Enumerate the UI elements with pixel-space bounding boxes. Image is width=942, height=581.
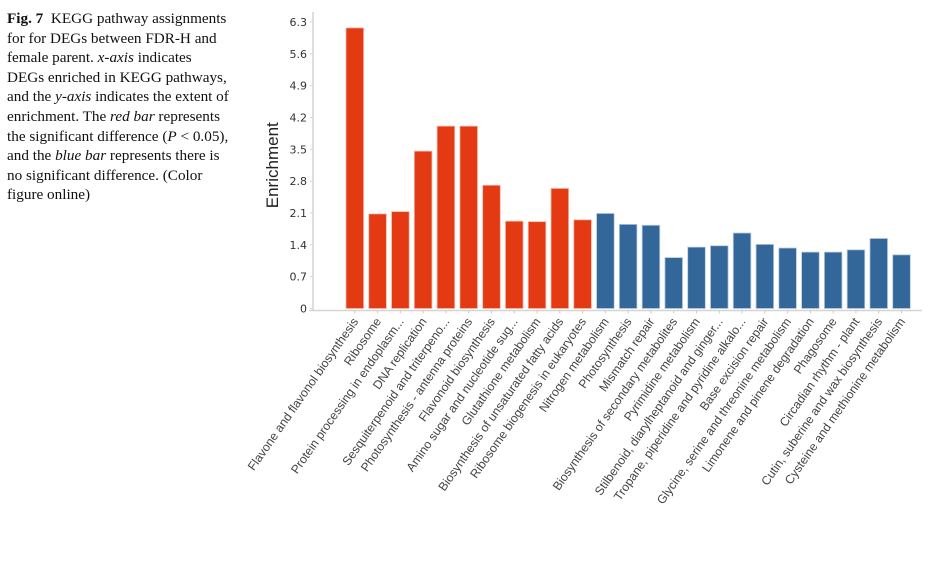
bar-not-significant: [846, 249, 866, 309]
caption-text-4: represents the significant difference (: [7, 107, 220, 145]
y-tick-label: 2.8: [290, 175, 308, 188]
bar-not-significant: [755, 243, 775, 309]
y-tick-label: 2.1: [290, 207, 308, 220]
bar-significant: [368, 213, 387, 309]
y-tick-label: 1.4: [290, 239, 308, 252]
bar-significant: [459, 125, 478, 309]
y-tick-label: 4.2: [290, 112, 308, 125]
bar-not-significant: [618, 223, 638, 309]
bar-significant: [345, 27, 365, 309]
caption-y-axis-term: y-axis: [55, 88, 92, 106]
bar-not-significant: [641, 224, 661, 309]
caption-text-3: indicates the extent of enrichment. The: [7, 88, 229, 125]
figure-label: Fig. 7: [7, 10, 44, 27]
y-tick-label: 5.6: [290, 48, 308, 61]
figure-caption: Fig. 7 KEGG pathway assignments for for …: [7, 9, 229, 205]
caption-text-1: KEGG pathway assignments for for DEGs be…: [7, 10, 227, 67]
bar-significant: [391, 211, 410, 309]
caption-red-bar-term: red bar: [110, 107, 155, 125]
bar-not-significant: [801, 251, 820, 309]
caption-text-2: indicates DEGs enriched in KEGG pathways…: [7, 49, 227, 106]
y-tick-label: 0.7: [290, 271, 308, 284]
caption-p-symbol: P: [167, 127, 177, 145]
bar-not-significant: [687, 246, 706, 309]
bar-significant: [436, 125, 456, 309]
bars-group: [345, 27, 911, 309]
x-labels-group: Flavone and flavonol biosynthesisRibosom…: [245, 310, 908, 507]
bar-not-significant: [892, 254, 911, 309]
bar-significant: [550, 188, 570, 309]
bar-not-significant: [778, 247, 797, 309]
caption-blue-bar-term: blue bar: [55, 147, 107, 165]
caption-text-6: represents there is no significant diffe…: [7, 147, 220, 204]
y-tick-label: 0: [300, 303, 307, 316]
bar-significant: [505, 220, 524, 309]
bar-significant: [482, 184, 501, 309]
bar-not-significant: [823, 251, 843, 309]
bar-not-significant: [732, 232, 752, 309]
bar-not-significant: [869, 238, 888, 309]
caption-text-5: < 0.05), and the: [7, 127, 229, 165]
y-ticks-group: 0 0.7 1.4 2.1 2.8 3.5 4.2 4.9 5.6 6.3: [290, 16, 313, 316]
bar-significant: [573, 219, 592, 309]
bar-not-significant: [596, 213, 615, 309]
bar-not-significant: [710, 245, 729, 309]
y-tick-label: 4.9: [290, 80, 308, 93]
bar-significant: [527, 221, 547, 309]
caption-x-axis-term: x-axis: [97, 49, 134, 67]
y-tick-label: 3.5: [290, 143, 308, 156]
bar-significant: [413, 150, 433, 309]
y-tick-label: 6.3: [290, 16, 308, 29]
bar-not-significant: [664, 257, 683, 309]
y-axis-title: Enrichment: [263, 122, 282, 208]
